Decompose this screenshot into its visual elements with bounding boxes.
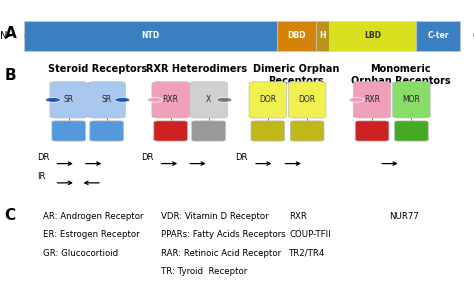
Text: DR: DR [236,153,248,162]
Text: MOR: MOR [402,95,420,104]
FancyBboxPatch shape [392,82,430,118]
Text: TR2/TR4: TR2/TR4 [289,249,326,258]
Bar [329,21,416,51]
FancyBboxPatch shape [90,121,123,141]
Text: H: H [319,31,326,40]
Circle shape [147,97,163,102]
Text: C-ter: C-ter [427,31,449,40]
Text: AR: Androgen Receptor: AR: Androgen Receptor [43,212,143,221]
Text: B: B [5,68,17,84]
Text: ER: Estrogen Receptor: ER: Estrogen Receptor [43,231,139,239]
Circle shape [46,97,61,102]
Text: IR: IR [37,172,46,182]
Text: N-: N- [0,30,10,41]
Text: VDR: Vitamin D Receptor: VDR: Vitamin D Receptor [161,212,269,221]
FancyBboxPatch shape [356,121,389,141]
Text: RXR: RXR [364,95,380,104]
Text: DR: DR [141,153,154,162]
Text: A: A [5,26,17,41]
Text: COUP-TFII: COUP-TFII [289,231,331,239]
FancyBboxPatch shape [288,82,326,118]
Text: DR: DR [37,153,49,162]
Bar [24,21,277,51]
FancyBboxPatch shape [290,121,324,141]
Text: DBD: DBD [287,31,306,40]
Text: RAR: Retinoic Acid Receptor: RAR: Retinoic Acid Receptor [161,249,281,258]
Text: DOR: DOR [299,95,316,104]
FancyBboxPatch shape [191,121,226,141]
FancyBboxPatch shape [251,121,284,141]
Text: RXR: RXR [289,212,307,221]
FancyBboxPatch shape [52,121,85,141]
Text: RXR Heterodimers: RXR Heterodimers [146,64,247,74]
FancyBboxPatch shape [249,82,286,118]
FancyBboxPatch shape [394,121,428,141]
Text: LBD: LBD [364,31,381,40]
Text: Dimeric Orphan
Receptors: Dimeric Orphan Receptors [253,64,339,86]
Text: NTD: NTD [141,31,159,40]
Circle shape [115,97,130,102]
Text: TR: Tyroid  Receptor: TR: Tyroid Receptor [161,267,247,276]
Text: GR: Glucocortioid: GR: Glucocortioid [43,249,118,258]
FancyBboxPatch shape [50,82,87,118]
Bar [316,21,329,51]
Bar [416,21,460,51]
Text: C: C [5,208,16,223]
FancyBboxPatch shape [88,82,125,118]
FancyBboxPatch shape [353,82,391,118]
FancyBboxPatch shape [190,82,227,118]
Bar [277,21,316,51]
Text: SR: SR [64,95,74,104]
Text: Steroid Receptors: Steroid Receptors [47,64,147,74]
Text: PPARs: Fatty Acids Receptors: PPARs: Fatty Acids Receptors [161,231,286,239]
Text: Monomeric
Orphan Receptors: Monomeric Orphan Receptors [351,64,450,86]
Circle shape [349,97,364,102]
FancyBboxPatch shape [154,121,187,141]
Text: C: C [473,30,474,41]
Text: RXR: RXR [163,95,179,104]
Text: X: X [206,95,211,104]
Text: NUR77: NUR77 [389,212,419,221]
Text: DOR: DOR [259,95,276,104]
Text: SR: SR [101,95,112,104]
Circle shape [217,97,232,102]
FancyBboxPatch shape [152,82,189,118]
